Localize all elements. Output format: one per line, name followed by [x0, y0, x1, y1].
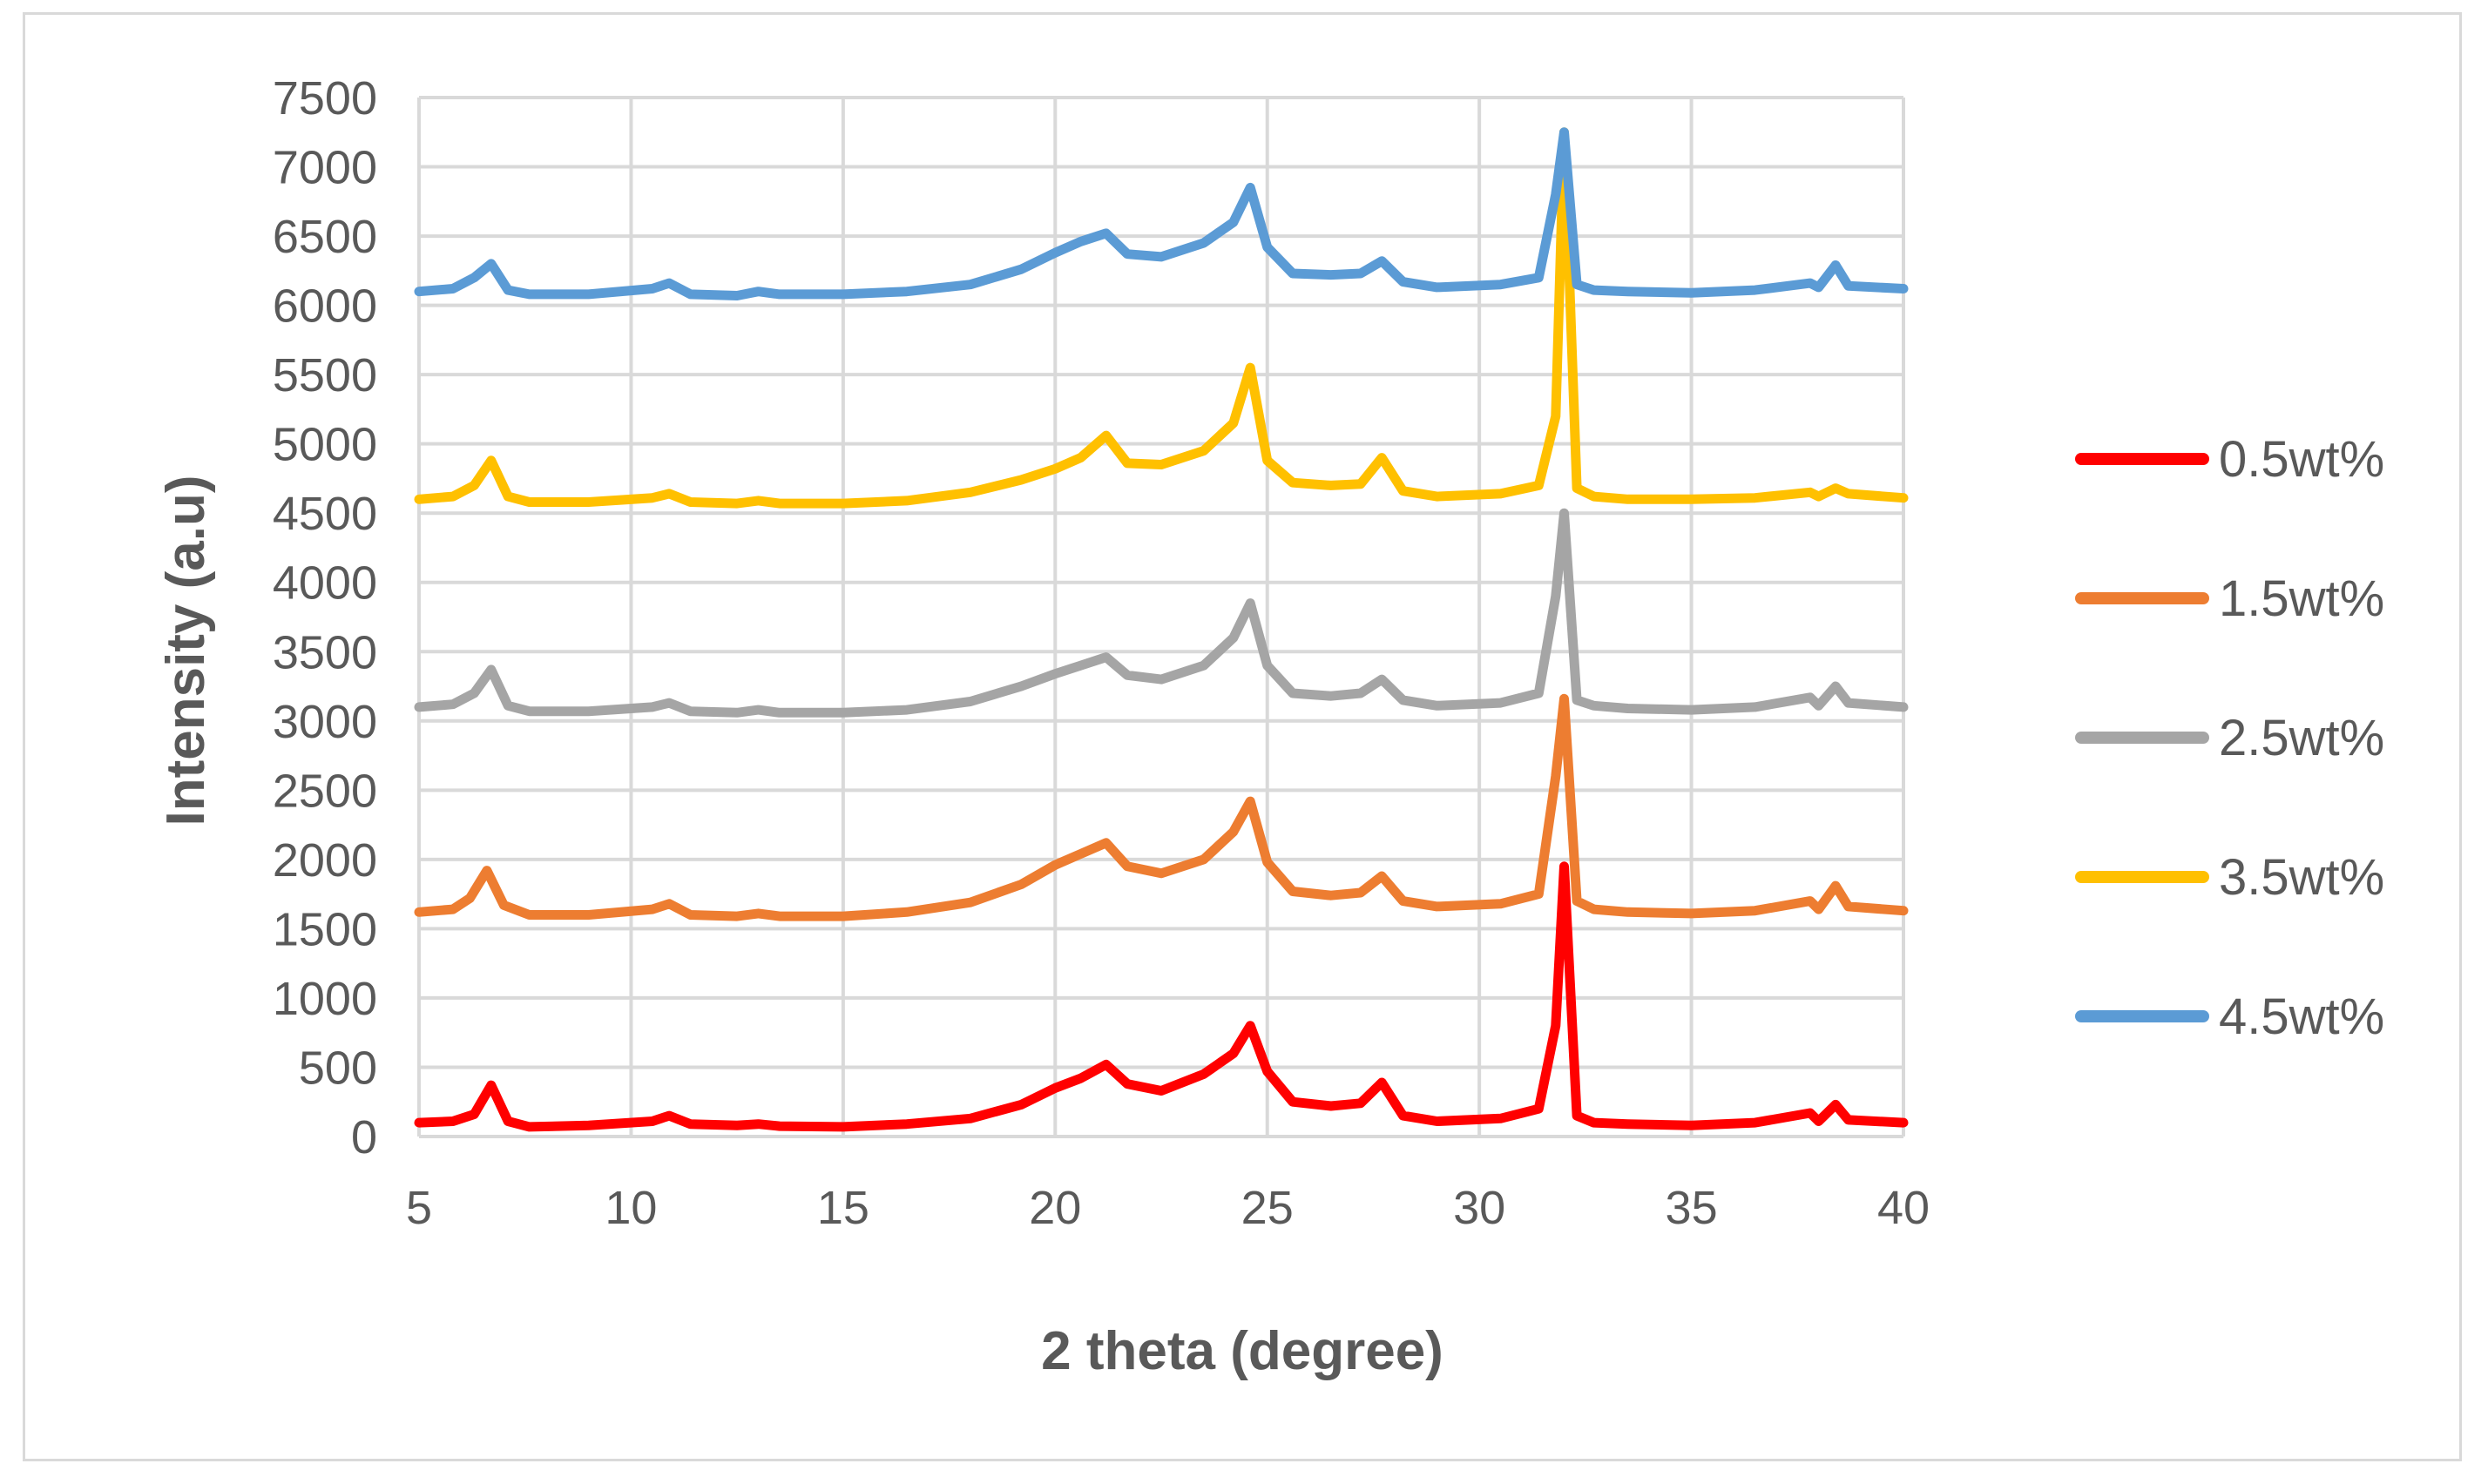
- legend-label: 2.5wt%: [2219, 710, 2384, 766]
- y-tick-label: 4000: [273, 557, 377, 610]
- y-tick-labels: 0 500 1000 1500 2000 2500 3000 3500 4000 4500 5000…: [273, 72, 377, 1164]
- series-line: [414, 861, 1909, 1132]
- y-tick-label: 500: [299, 1042, 377, 1094]
- y-tick-label: 2500: [273, 765, 377, 817]
- y-tick-label: 5000: [273, 419, 377, 471]
- y-tick-label: 1500: [273, 903, 377, 955]
- y-tick-label: 4500: [273, 488, 377, 540]
- chart-frame: 0 500 1000 1500 2000 2500 3000 3500 4000 4500 5000…: [23, 12, 2462, 1461]
- series-line: [414, 508, 1909, 718]
- legend-label: 4.5wt%: [2219, 988, 2384, 1045]
- legend-label: 3.5wt%: [2219, 849, 2384, 906]
- series-layer: [414, 127, 1909, 1132]
- legend-item: 1.5wt%: [2075, 570, 2384, 627]
- y-axis-title: Intensity (a.u): [156, 475, 216, 826]
- legend-item: 3.5wt%: [2075, 849, 2384, 906]
- y-tick-label: 0: [351, 1111, 377, 1164]
- x-tick-label: 30: [1453, 1182, 1505, 1234]
- y-tick-label: 7500: [273, 72, 377, 125]
- x-tick-label: 15: [817, 1182, 869, 1234]
- x-tick-label: 10: [605, 1182, 657, 1234]
- series-line: [414, 127, 1909, 300]
- x-tick-label: 35: [1666, 1182, 1718, 1234]
- legend-item: 4.5wt%: [2075, 988, 2384, 1045]
- y-tick-label: 3000: [273, 696, 377, 748]
- x-tick-label: 5: [406, 1182, 432, 1234]
- y-tick-label: 6000: [273, 280, 377, 333]
- legend-label: 1.5wt%: [2219, 570, 2384, 627]
- y-tick-label: 5500: [273, 349, 377, 401]
- legend-label: 0.5wt%: [2219, 431, 2384, 488]
- grid-layer: [417, 96, 1905, 1138]
- legend: 0.5wt% 1.5wt% 2.5wt% 3.5wt% 4.5wt%: [2075, 431, 2384, 1045]
- y-tick-label: 7000: [273, 142, 377, 194]
- series-line: [414, 127, 1909, 509]
- chart-svg: 0 500 1000 1500 2000 2500 3000 3500 4000 4500 5000…: [156, 72, 2384, 1381]
- series-line: [414, 693, 1909, 921]
- legend-item: 2.5wt%: [2075, 710, 2384, 766]
- x-tick-labels: 5 10 15 20 25 30 35 40: [406, 1182, 1930, 1234]
- y-tick-label: 2000: [273, 834, 377, 887]
- y-tick-label: 3500: [273, 626, 377, 678]
- y-tick-label: 1000: [273, 973, 377, 1025]
- x-tick-label: 20: [1029, 1182, 1081, 1234]
- y-tick-label: 6500: [273, 211, 377, 263]
- legend-item: 0.5wt%: [2075, 431, 2384, 488]
- x-axis-title: 2 theta (degree): [1041, 1321, 1443, 1381]
- x-tick-label: 25: [1241, 1182, 1294, 1234]
- x-tick-label: 40: [1877, 1182, 1930, 1234]
